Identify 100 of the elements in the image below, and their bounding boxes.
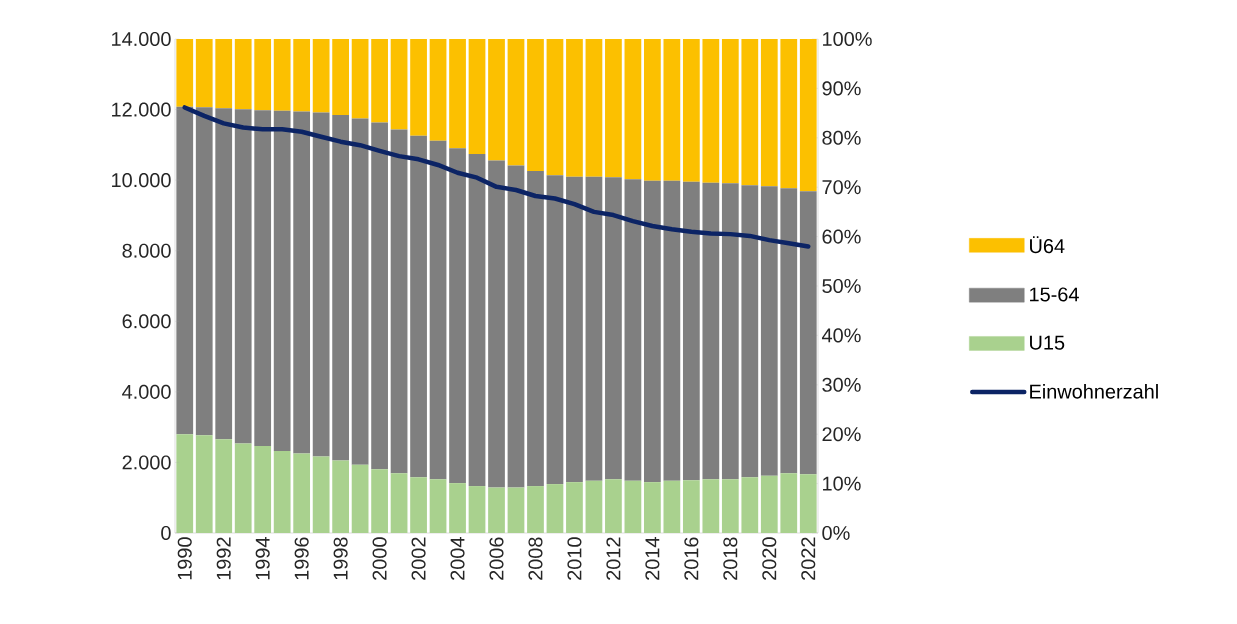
x-tick-label: 2014 — [645, 537, 660, 580]
bar — [488, 487, 505, 533]
bar — [702, 182, 720, 480]
bar — [332, 460, 349, 533]
bar — [663, 39, 681, 181]
bar — [429, 39, 447, 141]
bar — [585, 39, 603, 177]
x-tick-label: 1992 — [216, 537, 231, 580]
bar — [682, 480, 700, 533]
x-tick-label: 1994 — [255, 537, 270, 580]
legend-label: Einwohnerzahl — [1030, 384, 1158, 399]
x-tick-label: 2006 — [489, 537, 504, 580]
bar — [449, 39, 466, 149]
bar — [507, 487, 525, 533]
y2-tick-label: 30% — [822, 377, 861, 392]
bar — [741, 185, 759, 478]
bar — [215, 39, 233, 109]
bar — [527, 170, 544, 487]
bar — [390, 129, 408, 474]
bar — [449, 148, 466, 484]
bar — [371, 122, 388, 470]
bar — [254, 39, 272, 111]
y2-tick-label: 100% — [823, 31, 872, 47]
bar — [663, 180, 681, 481]
bar — [293, 39, 311, 112]
bar — [780, 473, 798, 533]
x-tick-label: 2008 — [528, 537, 543, 580]
bar — [780, 39, 798, 189]
y-tick-label: 4.000 — [122, 384, 171, 399]
bar — [176, 39, 194, 107]
x-tick-label: 2020 — [762, 537, 777, 580]
bar — [644, 39, 661, 181]
bar — [195, 39, 213, 108]
bar — [624, 480, 642, 533]
bar — [195, 107, 213, 436]
bar — [527, 39, 544, 171]
y2-tick-label: 20% — [822, 427, 861, 442]
bar — [721, 183, 739, 480]
y2-tick-label: 0% — [822, 525, 850, 541]
y-tick-label: 10.000 — [112, 173, 171, 188]
bar — [566, 482, 583, 533]
bar — [721, 479, 739, 533]
bar — [351, 118, 369, 465]
bar — [410, 39, 427, 136]
x-tick-label: 2004 — [450, 537, 465, 580]
bar — [760, 186, 778, 476]
x-tick-label: 2018 — [723, 537, 738, 580]
bar — [390, 473, 408, 533]
bar — [332, 39, 349, 116]
bar — [546, 39, 564, 176]
bar — [312, 456, 330, 533]
bar — [799, 39, 817, 192]
bar — [429, 479, 447, 533]
bar — [702, 479, 720, 533]
bar — [468, 486, 486, 533]
bar — [390, 39, 408, 130]
x-tick-label: 2012 — [606, 537, 621, 580]
bar — [585, 480, 603, 533]
bar — [682, 181, 700, 481]
x-tick-label: 2016 — [684, 537, 699, 580]
bar — [351, 464, 369, 533]
bar — [215, 108, 233, 440]
bar — [507, 165, 525, 488]
y-tick-label: 0 — [161, 525, 171, 541]
bar — [488, 39, 505, 161]
y2-tick-label: 70% — [822, 180, 861, 195]
bar — [702, 39, 720, 183]
x-tick-label: 2010 — [567, 537, 582, 580]
y-tick-label: 2.000 — [122, 455, 171, 470]
bar — [682, 39, 700, 182]
bar — [234, 109, 252, 444]
bar — [760, 39, 778, 187]
y2-tick-label: 90% — [822, 81, 861, 96]
bar — [234, 39, 252, 110]
bar — [741, 477, 759, 533]
bar — [449, 483, 466, 533]
bar — [371, 469, 388, 533]
x-tick-label: 2002 — [411, 537, 426, 580]
bar — [195, 435, 213, 533]
y-tick-label: 6.000 — [122, 314, 171, 329]
bar — [507, 39, 525, 166]
bar — [644, 482, 661, 533]
y-tick-label: 8.000 — [122, 243, 171, 258]
y2-tick-label: 60% — [822, 229, 861, 244]
bar — [273, 451, 291, 533]
y2-tick-label: 50% — [822, 278, 861, 294]
bar — [176, 106, 194, 435]
bar — [799, 474, 817, 533]
x-tick-label: 1996 — [294, 537, 309, 580]
bar — [741, 39, 759, 186]
bar — [410, 135, 427, 478]
x-tick-label: 2000 — [372, 537, 387, 580]
bar — [254, 446, 272, 533]
bar — [351, 39, 369, 119]
legend-label: 15-64 — [1030, 287, 1079, 302]
legend-label: Ü64 — [1030, 236, 1065, 254]
bar — [644, 180, 661, 483]
bar — [605, 479, 622, 533]
bar — [488, 160, 505, 488]
x-tick-label: 2022 — [801, 537, 816, 580]
